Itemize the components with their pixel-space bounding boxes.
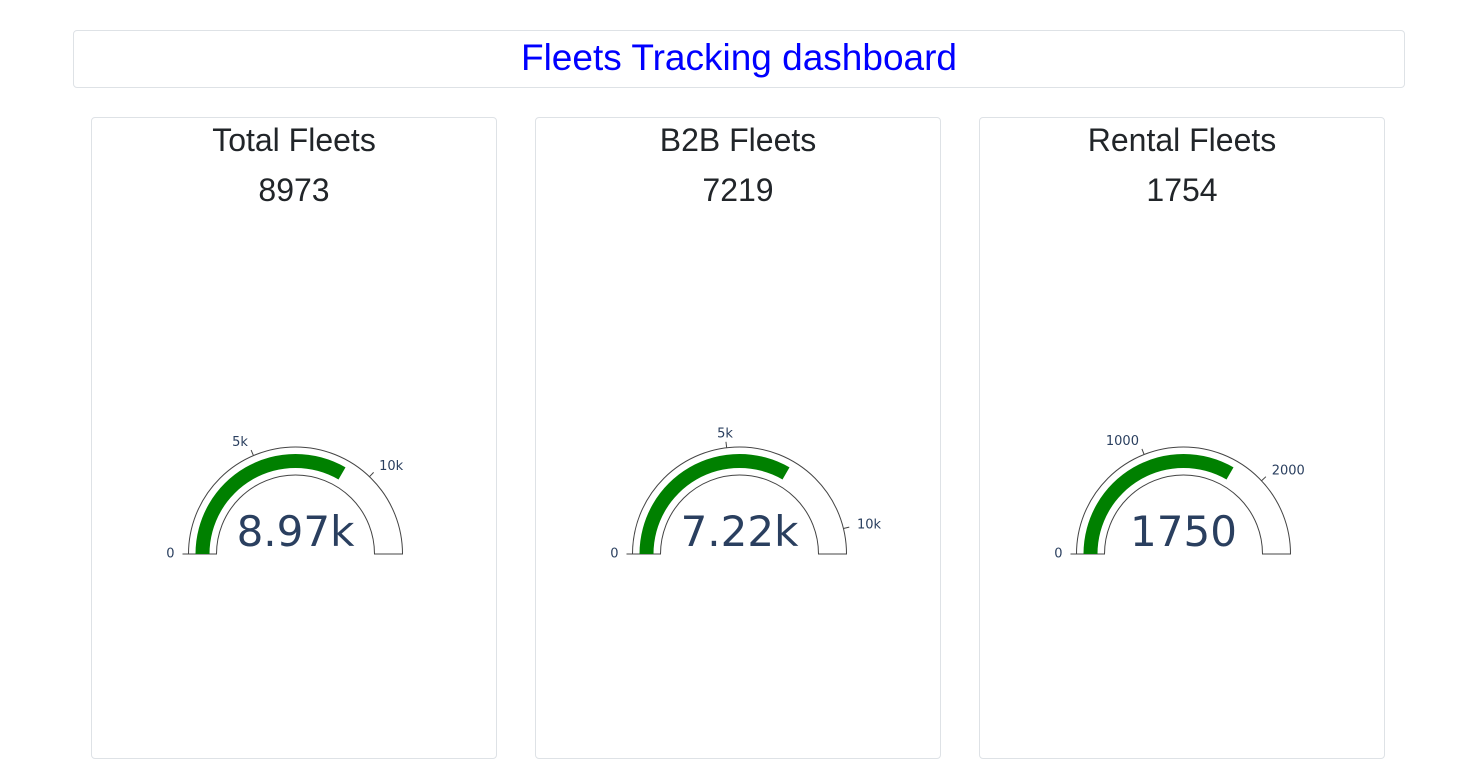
- gauge-value: 7.22k: [681, 507, 800, 556]
- gauge-tick-label: 0: [166, 547, 174, 562]
- card: Total Fleets 8973 0 5k 10k 8.97k: [91, 117, 497, 759]
- gauge-tick-label: 5k: [717, 426, 733, 441]
- header: Fleets Tracking dashboard: [73, 30, 1405, 88]
- gauge-value: 1750: [1130, 507, 1237, 556]
- card: B2B Fleets 7219 0 5k 10k 7.22k: [535, 117, 941, 759]
- gauge: 0 1000 2000 1750: [1054, 434, 1305, 562]
- card-count: 1754: [1146, 172, 1218, 208]
- gauge-tick: [1141, 448, 1145, 455]
- gauge: 0 5k 10k 8.97k: [166, 435, 404, 562]
- gauge-bar: [1083, 453, 1234, 554]
- gauge-bar: [195, 453, 346, 554]
- gauge-tick-label: 2000: [1272, 464, 1305, 479]
- dashboard-title: Fleets Tracking dashboard: [520, 37, 957, 78]
- card-count: 7219: [702, 172, 774, 208]
- card: Rental Fleets 1754 0 1000 2000 1750: [979, 117, 1385, 759]
- gauge-tick: [250, 449, 254, 456]
- gauge-bar: [639, 453, 790, 554]
- gauge-tick-label: 10k: [857, 518, 882, 533]
- gauge-value: 8.97k: [237, 507, 356, 556]
- gauge-tick-label: 10k: [379, 459, 404, 474]
- gauge-tick-label: 5k: [232, 435, 248, 450]
- gauge-tick: [725, 441, 728, 448]
- card-title: B2B Fleets: [659, 122, 817, 158]
- gauge-tick: [1261, 476, 1267, 482]
- gauge-tick-label: 0: [1054, 547, 1062, 562]
- card-count: 8973: [258, 172, 330, 208]
- gauge-tick: [369, 472, 374, 478]
- gauge-tick: [843, 526, 850, 530]
- gauge-tick-label: 1000: [1106, 434, 1139, 449]
- card-title: Rental Fleets: [1087, 122, 1277, 158]
- gauge: 0 5k 10k 7.22k: [610, 426, 882, 562]
- card-title: Total Fleets: [212, 122, 376, 158]
- gauge-tick-label: 0: [610, 547, 618, 562]
